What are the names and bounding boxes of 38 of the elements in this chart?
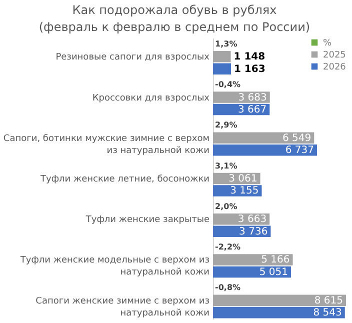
y-tick-label: Сапоги женские зимние с верхом из натуральной кожи (36, 296, 210, 318)
bar (213, 254, 293, 266)
data-label: 5 166 (261, 254, 290, 266)
data-label: 6 737 (285, 145, 314, 156)
legend-label: % (323, 38, 332, 48)
bar (213, 63, 231, 75)
data-label: 3 061 (228, 174, 258, 184)
data-label: 3 736 (239, 226, 268, 238)
data-label: -2,2% (215, 242, 241, 252)
legend-label: 2026 (323, 62, 346, 72)
y-tick-label: Туфли женские летние, босоножки (40, 174, 210, 184)
y-tick-label: Туфли женские модельные с верхом из натуральной кожи (19, 256, 210, 278)
data-label: 3,1% (215, 161, 238, 170)
legend-label: 2025 (323, 50, 346, 60)
data-label: 1,3% (215, 39, 238, 48)
data-label: 6 549 (282, 132, 312, 144)
y-tick-label: Кроссовки для взрослых (92, 93, 210, 104)
bar (213, 51, 231, 62)
data-label: 8 543 (313, 308, 342, 319)
data-label: 3 683 (238, 92, 267, 104)
data-label: 3 667 (238, 104, 267, 116)
data-label: 2,0% (215, 202, 238, 211)
y-tick-label: Туфли женские закрытые (84, 215, 210, 226)
data-label: -0,4% (215, 80, 241, 90)
y-tick-label: Резиновые сапоги для взрослых (56, 52, 210, 63)
bar (213, 294, 346, 306)
data-label: 5 051 (259, 266, 288, 278)
bar (213, 144, 318, 156)
data-label: 1 163 (234, 64, 266, 75)
data-label: 3 663 (238, 214, 267, 226)
chart-title: Как подорожала обувь в рублях (февраль к февралю в среднем по России) (38, 3, 310, 34)
data-label: 3 155 (230, 186, 259, 197)
data-label: 1 148 (234, 52, 266, 63)
y-tick-label: Сапоги, ботинки мужские зимние с верхом из натуральной кожи (3, 134, 210, 156)
bar (213, 306, 345, 318)
data-label: 2,9% (215, 120, 238, 130)
data-label: -0,8% (215, 283, 241, 292)
data-label: 8 615 (314, 295, 343, 306)
